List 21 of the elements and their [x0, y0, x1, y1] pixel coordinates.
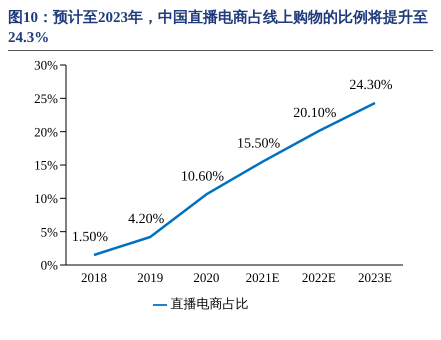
y-tick-label: 30% [34, 58, 58, 73]
y-tick-label: 5% [40, 224, 58, 240]
data-label: 4.20% [128, 212, 165, 227]
data-label: 10.60% [180, 169, 224, 184]
data-label: 15.50% [237, 136, 281, 152]
legend-label: 直播电商占比 [170, 296, 248, 311]
y-tick-label: 10% [34, 190, 58, 206]
x-tick-label: 2018 [81, 270, 107, 286]
y-tick-label: 20% [34, 124, 58, 140]
y-tick-label: 25% [34, 90, 58, 106]
y-tick-label: 15% [34, 158, 58, 173]
x-tick-label: 2022E [302, 270, 336, 286]
x-tick-label: 2021E [246, 270, 280, 286]
x-tick-label: 2019 [137, 270, 164, 286]
data-label: 1.50% [72, 230, 108, 245]
chart-title: 图10：预计至2023年，中国直播电商占线上购物的比例将提升至24.3% [8, 8, 433, 51]
x-tick-label: 2023E [358, 270, 392, 286]
y-tick-label: 0% [40, 258, 58, 273]
x-tick-label: 2020 [193, 270, 220, 286]
data-label: 24.30% [349, 78, 393, 93]
data-label: 20.10% [293, 106, 337, 121]
